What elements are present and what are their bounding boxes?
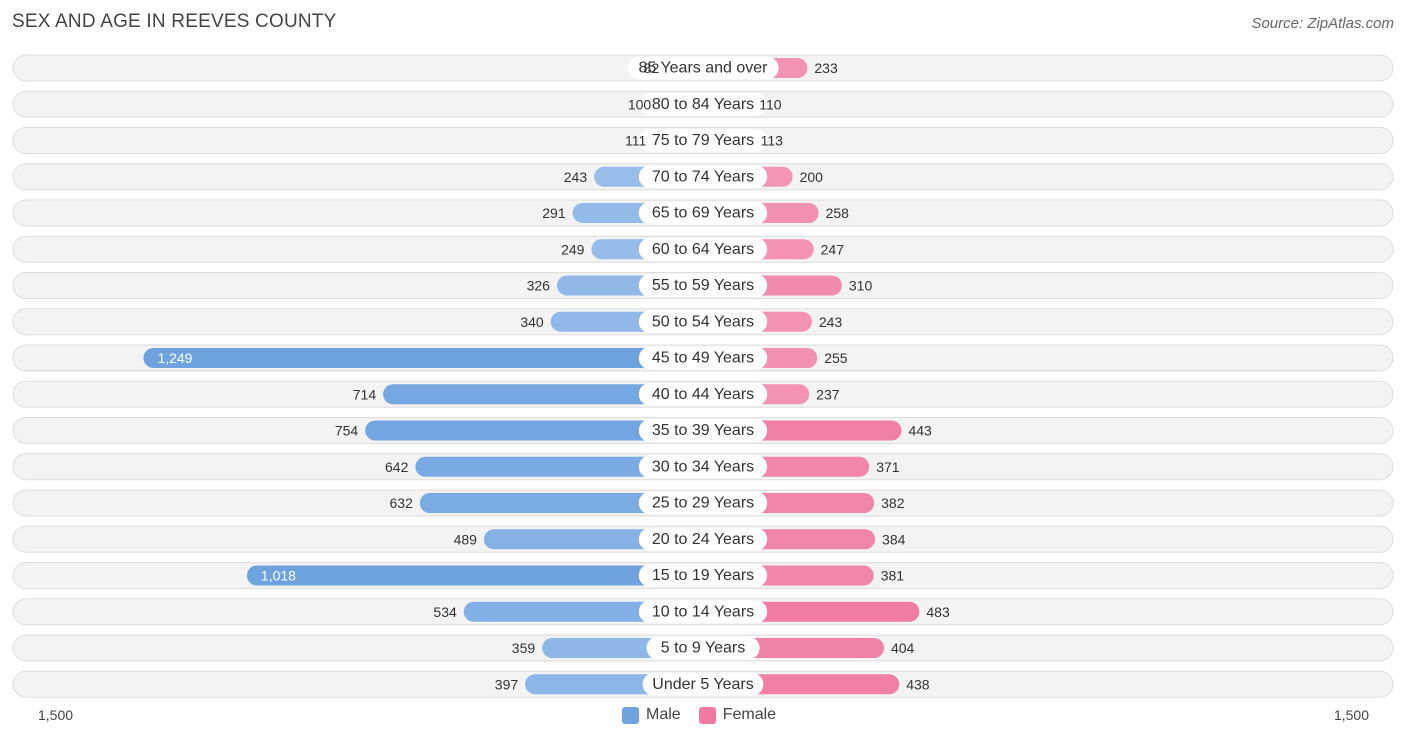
axis-left-label: 1,500	[38, 707, 74, 723]
female-value-label: 255	[824, 350, 848, 366]
age-label-pill	[638, 129, 768, 152]
male-bar	[143, 348, 703, 368]
age-label-pill	[638, 346, 768, 370]
male-value-label: 359	[512, 640, 536, 656]
legend-female-swatch	[698, 706, 716, 724]
age-label-pill	[638, 491, 768, 515]
male-bar	[365, 420, 703, 441]
age-label-pill	[638, 92, 768, 116]
female-value-label: 382	[881, 495, 905, 511]
male-value-label: 1,249	[157, 350, 192, 366]
male-value-label: 100	[628, 96, 652, 112]
age-label-pill	[638, 564, 768, 587]
female-value-label: 483	[926, 604, 950, 620]
male-value-label: 632	[390, 495, 414, 511]
male-value-label: 82	[644, 60, 660, 76]
male-bar	[383, 384, 703, 405]
legend-male-label: Male	[646, 706, 681, 723]
age-group-label: 15 to 19 Years	[652, 567, 754, 584]
legend-male: Male	[622, 706, 681, 724]
age-label-pill	[638, 455, 768, 479]
age-group-label: 30 to 34 Years	[652, 458, 754, 475]
male-value-label: 249	[561, 241, 585, 257]
chart-title: SEX AND AGE IN REEVES COUNTY	[12, 11, 337, 32]
male-value-label: 754	[335, 423, 359, 439]
female-value-label: 113	[761, 133, 784, 149]
age-group-label: 25 to 29 Years	[652, 495, 754, 512]
female-value-label: 310	[849, 278, 873, 294]
age-group-label: 40 to 44 Years	[652, 386, 754, 403]
age-group-label: 80 to 84 Years	[652, 96, 754, 113]
male-value-label: 714	[353, 386, 377, 402]
age-group-label: 65 to 69 Years	[652, 205, 754, 222]
male-value-label: 1,018	[261, 568, 296, 584]
female-value-label: 384	[882, 531, 906, 547]
male-value-label: 642	[385, 459, 409, 475]
male-value-label: 489	[454, 531, 478, 547]
age-group-label: 60 to 64 Years	[652, 241, 754, 258]
male-bar	[246, 565, 703, 586]
age-group-label: Under 5 Years	[652, 676, 753, 693]
age-label-pill	[642, 672, 764, 696]
age-group-label: 50 to 54 Years	[652, 313, 754, 330]
axis-right-label: 1,500	[1333, 707, 1369, 723]
male-value-label: 340	[520, 314, 544, 330]
age-label-pill	[627, 56, 779, 80]
legend-female: Female	[698, 706, 777, 724]
age-group-label: 85 Years and over	[639, 60, 769, 77]
male-bar	[415, 456, 703, 477]
legend-female-label: Female	[722, 706, 777, 723]
female-value-label: 200	[800, 169, 824, 185]
age-label-pill	[638, 527, 768, 551]
legend-male-swatch	[622, 706, 639, 724]
male-value-label: 397	[495, 676, 519, 692]
age-label-pill	[638, 274, 768, 297]
female-value-label: 381	[881, 568, 905, 584]
age-label-pill	[638, 165, 768, 189]
female-value-label: 237	[816, 386, 840, 402]
age-group-label: 45 to 49 Years	[652, 350, 754, 367]
female-value-label: 243	[819, 314, 843, 330]
source-note: Source: ZipAtlas.com	[1251, 15, 1394, 32]
age-group-label: 35 to 39 Years	[652, 422, 754, 439]
male-value-label: 291	[542, 205, 566, 221]
age-group-label: 20 to 24 Years	[652, 531, 754, 548]
female-value-label: 247	[821, 241, 845, 257]
age-group-label: 5 to 9 Years	[661, 640, 746, 657]
female-value-label: 233	[814, 60, 838, 76]
age-label-pill	[638, 310, 768, 334]
age-label-pill	[638, 382, 768, 406]
female-value-label: 443	[908, 423, 932, 439]
age-group-label: 10 to 14 Years	[652, 603, 754, 620]
male-bar	[419, 493, 703, 513]
female-value-label: 438	[906, 676, 930, 692]
female-value-label: 258	[826, 205, 850, 221]
age-label-pill	[638, 419, 768, 442]
age-group-label: 75 to 79 Years	[652, 132, 754, 149]
age-label-pill	[638, 237, 768, 261]
male-value-label: 534	[433, 604, 457, 620]
female-value-label: 404	[891, 640, 915, 656]
male-value-label: 111	[625, 133, 646, 149]
age-label-pill	[638, 201, 768, 225]
male-value-label: 243	[564, 169, 588, 185]
age-label-pill	[638, 600, 768, 624]
age-group-label: 55 to 59 Years	[652, 277, 754, 294]
legend: Male Female	[622, 706, 794, 724]
female-value-label: 110	[759, 96, 782, 112]
male-value-label: 326	[527, 278, 551, 294]
female-value-label: 371	[876, 459, 900, 475]
age-label-pill	[646, 636, 760, 660]
age-group-label: 70 to 74 Years	[652, 168, 754, 185]
